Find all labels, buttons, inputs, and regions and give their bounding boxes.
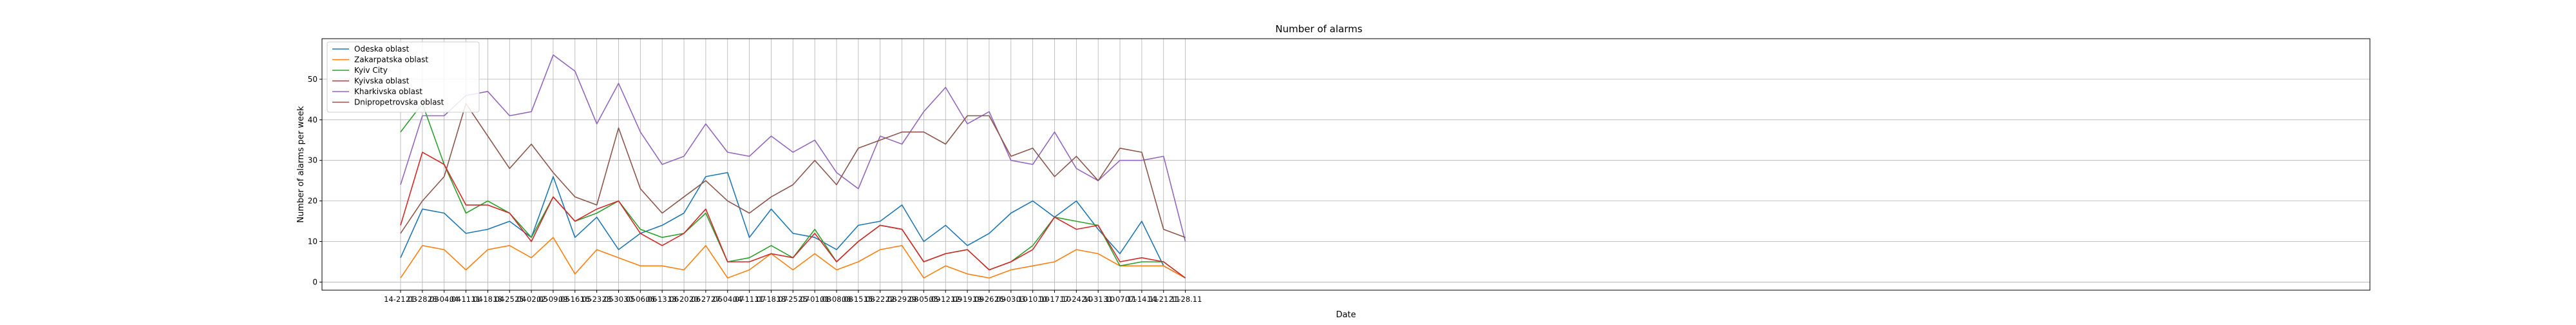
x-tick-label: 18-25.07 bbox=[776, 295, 810, 304]
series-line bbox=[400, 152, 1186, 279]
x-tick-label: 04-11.04 bbox=[450, 295, 483, 304]
plot-frame bbox=[321, 38, 2371, 291]
x-tick-label: 01-08.08 bbox=[820, 295, 853, 304]
x-tick-label: 11-18.04 bbox=[471, 295, 505, 304]
y-tick-label: 30 bbox=[308, 156, 317, 165]
legend-label: Kyivska oblast bbox=[354, 77, 410, 86]
x-tick-label: 05-12.09 bbox=[929, 295, 962, 304]
x-tick-label: 23-30.05 bbox=[602, 295, 636, 304]
x-tick-label: 17-24.10 bbox=[1059, 295, 1093, 304]
x-tick-label: 07-14.11 bbox=[1125, 295, 1159, 304]
x-tick-label: 14-21.11 bbox=[1147, 295, 1180, 304]
x-axis-label: Date bbox=[1336, 310, 1356, 320]
x-tick-label: 25-01.08 bbox=[798, 295, 831, 304]
series-lines bbox=[400, 54, 1186, 279]
x-tick-label: 21-28.11 bbox=[1169, 295, 1202, 304]
x-tick-label: 27-04.07 bbox=[711, 295, 744, 304]
x-tick-label: 03-10.10 bbox=[1016, 295, 1050, 304]
legend-label: Dnipropetrovska oblast bbox=[354, 98, 444, 107]
x-tick-label: 24-31.10 bbox=[1081, 295, 1115, 304]
x-tick-label: 22-29.08 bbox=[886, 295, 919, 304]
x-tick-label: 16-23.05 bbox=[580, 295, 614, 304]
x-tick-label: 13-20.06 bbox=[667, 295, 701, 304]
x-tick-label: 04-11.07 bbox=[733, 295, 766, 304]
x-tick-label: 29-05.09 bbox=[907, 295, 941, 304]
x-tick-label: 08-15.08 bbox=[842, 295, 875, 304]
x-tick-label: 26-03.10 bbox=[994, 295, 1028, 304]
x-tick-label: 02-09.05 bbox=[536, 295, 570, 304]
y-tick-label: 20 bbox=[308, 197, 317, 206]
y-tick-label: 10 bbox=[308, 237, 317, 246]
x-tick-label: 20-27.06 bbox=[689, 295, 723, 304]
series-line bbox=[400, 54, 1186, 242]
x-tick-label: 14-21.03 bbox=[384, 295, 417, 304]
x-tick-label: 28-04.04 bbox=[428, 295, 461, 304]
grid bbox=[322, 39, 2370, 290]
y-tick-label: 40 bbox=[308, 115, 317, 124]
legend-label: Odeska oblast bbox=[354, 44, 410, 54]
x-tick-label: 15-22.08 bbox=[864, 295, 897, 304]
y-tick-label: 50 bbox=[308, 75, 317, 84]
x-tick-label: 09-16.05 bbox=[558, 295, 592, 304]
legend-label: Zakarpatska oblast bbox=[354, 55, 428, 64]
legend-box bbox=[327, 41, 480, 113]
x-tick-label: 11-18.07 bbox=[755, 295, 788, 304]
y-tick-label: 0 bbox=[312, 277, 317, 286]
x-tick-label: 06-13.06 bbox=[645, 295, 679, 304]
x-tick-label: 21-28.03 bbox=[406, 295, 439, 304]
x-tick-label: 19-26.09 bbox=[972, 295, 1006, 304]
x-tick-label: 10-17.10 bbox=[1038, 295, 1072, 304]
y-axis-label: Number of alarms per week bbox=[296, 106, 306, 223]
series-line bbox=[400, 237, 1186, 279]
x-tick-label: 30-06.06 bbox=[623, 295, 657, 304]
x-tick-label: 12-19.09 bbox=[951, 295, 984, 304]
series-line bbox=[400, 103, 1186, 238]
x-axis: 14-21.0321-28.0328-04.0404-11.0411-18.04… bbox=[384, 290, 1202, 304]
legend-label: Kyiv City bbox=[354, 66, 388, 75]
y-axis: 0 10 20 30 40 50 bbox=[308, 75, 322, 286]
x-tick-label: 31-07.11 bbox=[1103, 295, 1137, 304]
chart-title: Number of alarms bbox=[1275, 23, 1362, 35]
x-tick-label: 18-25.04 bbox=[493, 295, 526, 304]
x-tick-label: 25-02.05 bbox=[515, 295, 548, 304]
legend-label: Kharkivska oblast bbox=[354, 87, 422, 96]
